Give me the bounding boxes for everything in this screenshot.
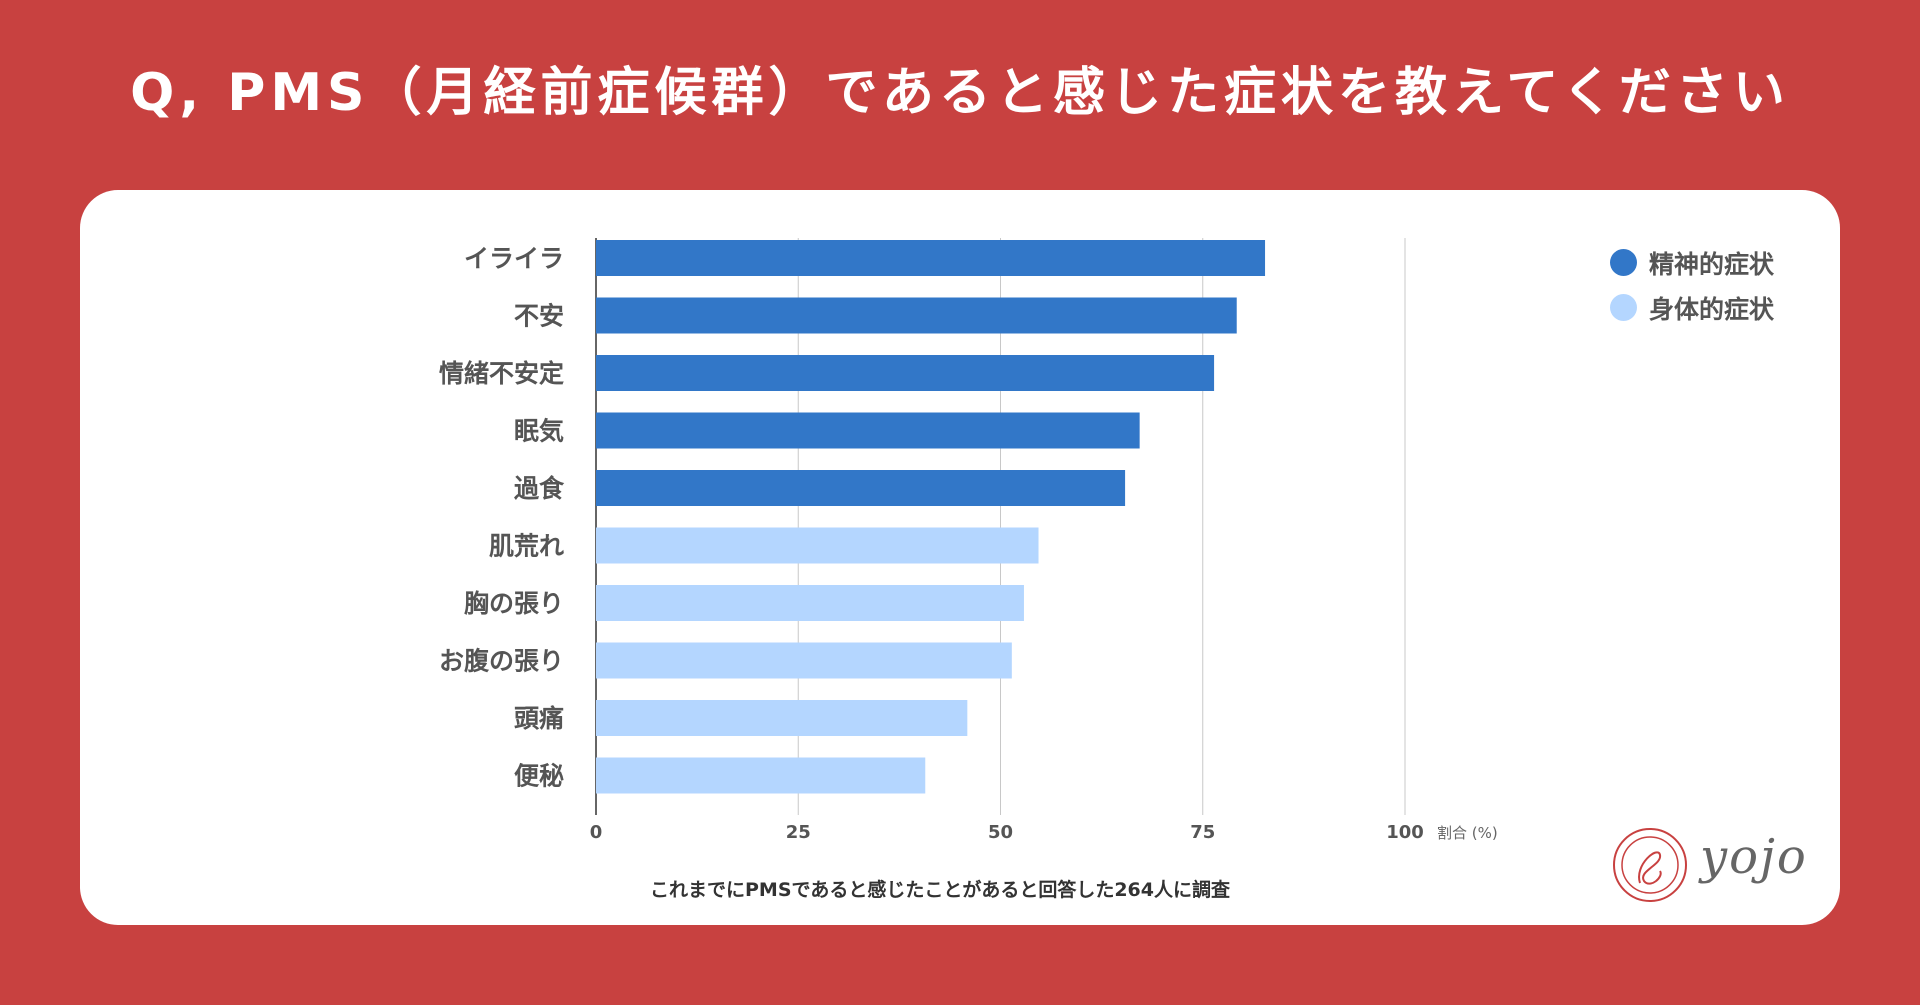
bar (596, 642, 1012, 679)
category-label: 不安 (514, 302, 564, 331)
category-label: イライラ (464, 244, 564, 273)
legend-dot-mental (1610, 249, 1637, 276)
tick-label: 25 (786, 822, 811, 843)
bar (596, 240, 1266, 276)
bar (596, 585, 1024, 621)
tick-label: 75 (1190, 822, 1215, 843)
bar (596, 470, 1126, 506)
legend-item-physical[interactable]: 身体的症状 (1610, 285, 1774, 330)
bar (596, 412, 1140, 449)
legend: 精神的症状 身体的症状 (1610, 240, 1774, 330)
bar (596, 297, 1237, 334)
category-label: 過食 (514, 474, 565, 503)
legend-item-mental[interactable]: 精神的症状 (1610, 240, 1774, 285)
bar (596, 700, 968, 736)
chart-card: イライラ不安情緒不安定眠気過食肌荒れ胸の張りお腹の張り頭痛便秘 0 25 50 75 10… (80, 190, 1840, 925)
logo-wordmark: yojo (1700, 829, 1808, 885)
category-label: お腹の張り (439, 647, 564, 676)
yojo-logo: yojo (1610, 825, 1820, 905)
category-label: 便秘 (514, 762, 564, 791)
bar (596, 757, 926, 794)
legend-label: 精神的症状 (1649, 249, 1775, 279)
category-label: 胸の張り (464, 589, 564, 618)
legend-label: 身体的症状 (1649, 294, 1775, 324)
page-title: Q, PMS（月経前症候群）であると感じた症状を教えてください (130, 63, 1790, 123)
tick-label: 0 (590, 822, 603, 843)
bar (596, 527, 1039, 564)
category-label: 情緒不安定 (439, 359, 564, 388)
tick-label: 100 (1386, 822, 1424, 843)
category-label: 頭痛 (514, 704, 564, 733)
logo-emblem-icon (1613, 828, 1687, 902)
category-label: 肌荒れ (489, 532, 564, 561)
survey-footnote: これまでにPMSであると感じたことがあると回答した264人に調査 (650, 879, 1230, 901)
legend-dot-physical (1610, 294, 1637, 321)
axis-unit-label: 割合 (%) (1437, 824, 1498, 842)
bar (596, 355, 1215, 391)
category-label: 眠気 (514, 417, 564, 446)
tick-label: 50 (988, 822, 1013, 843)
